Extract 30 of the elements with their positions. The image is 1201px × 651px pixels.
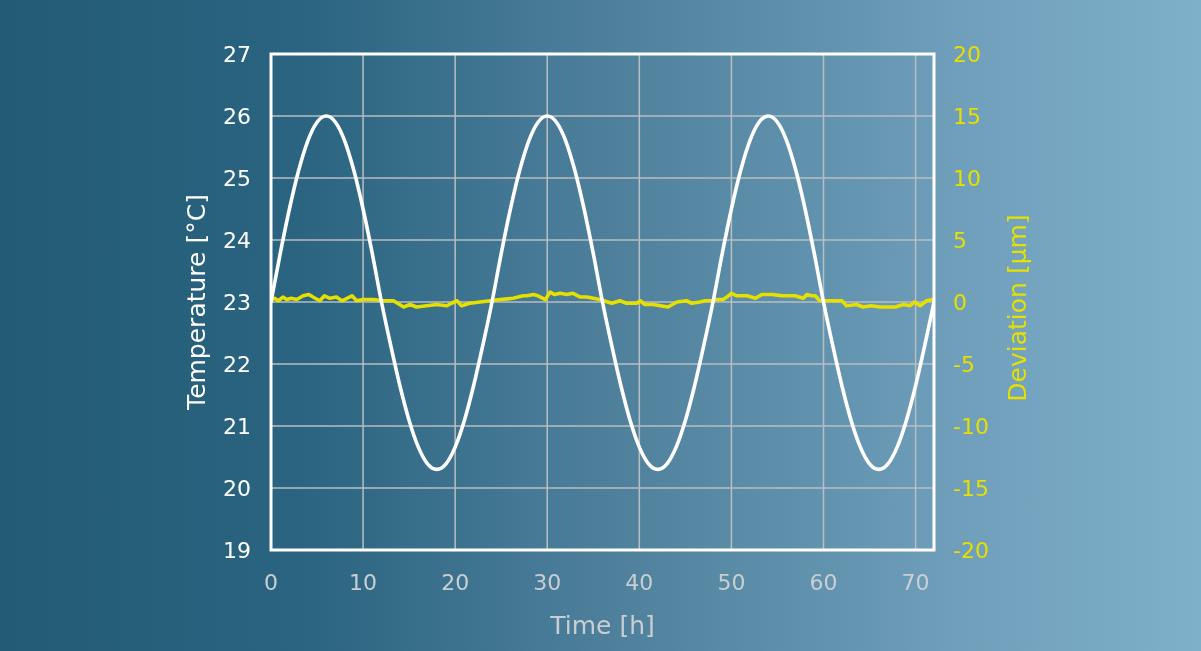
x-tick-label: 40 [625, 570, 654, 595]
y2-tick-label: -20 [953, 537, 989, 563]
y2-tick-label: 10 [953, 165, 981, 191]
y-tick-label: 20 [223, 475, 251, 501]
y-tick-label: 22 [223, 351, 251, 377]
x-tick-label: 20 [441, 570, 470, 595]
y-tick-label: 27 [223, 41, 251, 67]
y2-axis-title: Deviation [µm] [1003, 214, 1032, 402]
y-tick-label: 19 [223, 537, 251, 563]
x-tick-label: 50 [717, 570, 746, 595]
y2-tick-label: -10 [953, 413, 989, 439]
y-tick-label: 25 [223, 165, 251, 191]
y-tick-label: 23 [223, 289, 251, 315]
y-tick-label: 26 [223, 103, 251, 129]
y2-tick-label: 0 [953, 289, 967, 315]
x-tick-label: 0 [264, 570, 278, 595]
y2-tick-label: 20 [953, 41, 981, 67]
x-tick-label: 60 [809, 570, 838, 595]
x-tick-label: 10 [349, 570, 378, 595]
y2-tick-label: -5 [953, 351, 975, 377]
x-tick-label: 70 [901, 570, 930, 595]
y-tick-label: 24 [223, 227, 251, 253]
y2-tick-label: 5 [953, 227, 967, 253]
y-tick-label: 21 [223, 413, 251, 439]
y2-tick-label: -15 [953, 475, 989, 501]
y2-tick-label: 15 [953, 103, 981, 129]
x-axis-title: Time [h] [549, 611, 655, 640]
line-series [271, 290, 934, 309]
y-axis-title: Temperature [°C] [182, 194, 211, 411]
x-tick-label: 30 [533, 570, 562, 595]
